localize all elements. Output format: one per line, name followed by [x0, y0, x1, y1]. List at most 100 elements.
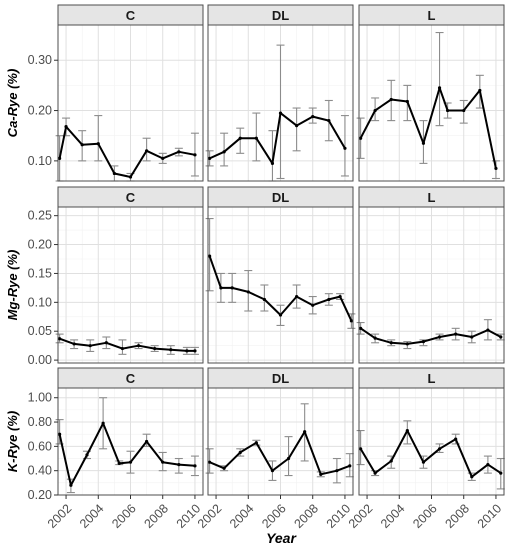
data-point [72, 342, 76, 346]
panel-border [207, 24, 354, 182]
data-point [254, 441, 258, 445]
data-point [222, 466, 226, 470]
x-tick-label: 2002 [346, 501, 376, 531]
panel-1-0: C 0.00 0.05 0.10 0.15 0.20 0.25 [28, 186, 204, 367]
panel-1-2: L [356, 186, 505, 364]
x-tick-label: 2008 [291, 501, 321, 531]
facet-strip-label: L [428, 190, 436, 205]
data-point [117, 461, 121, 465]
data-point [219, 286, 223, 290]
facet-strip-label: L [428, 371, 436, 386]
y-tick-label: 0.20 [28, 104, 52, 118]
data-point [177, 150, 181, 154]
x-tick-label: 2008 [141, 501, 171, 531]
series-line [58, 422, 195, 487]
facet-strip-label: DL [272, 190, 289, 205]
x-tick-label: 2004 [378, 501, 408, 531]
x-tick-label: 2006 [410, 501, 440, 531]
data-point [470, 335, 474, 339]
data-point [389, 459, 393, 463]
data-point [112, 171, 116, 176]
data-point [373, 336, 377, 340]
data-point [208, 254, 212, 258]
data-point [295, 294, 299, 299]
data-point [120, 346, 125, 351]
data-point [373, 471, 377, 475]
series-line [359, 86, 497, 169]
y-tick-label: 0.25 [28, 209, 52, 223]
data-point [421, 340, 426, 344]
data-point [405, 342, 409, 346]
series-line [58, 125, 196, 178]
data-point [486, 463, 490, 467]
data-point [311, 303, 315, 307]
x-tick-label: 2004 [77, 501, 107, 531]
data-point [230, 286, 234, 290]
data-point [389, 97, 393, 102]
data-point [349, 319, 353, 323]
data-point [373, 108, 377, 113]
data-point [145, 149, 149, 153]
data-point [338, 294, 342, 299]
data-point [153, 346, 157, 351]
data-point [208, 460, 212, 464]
data-point [128, 175, 133, 179]
y-tick-label: 0.20 [28, 238, 52, 252]
data-point [270, 161, 275, 165]
data-point [499, 335, 503, 339]
data-point [58, 432, 62, 436]
data-point [389, 341, 393, 345]
data-point [193, 153, 197, 157]
panel-border [57, 206, 204, 364]
panel-border [207, 206, 354, 364]
y-tick-label: 0.30 [28, 53, 52, 67]
data-point [145, 439, 149, 444]
data-point [348, 464, 352, 468]
y-tick-label: 0.10 [28, 295, 52, 309]
data-point [359, 447, 363, 451]
data-point [311, 114, 315, 119]
series-line [359, 429, 502, 478]
data-point [177, 463, 181, 467]
data-point [446, 108, 450, 113]
data-point [58, 156, 62, 160]
data-point [327, 119, 331, 123]
facet-strip-label: L [428, 8, 436, 23]
y-tick-label: 0.05 [28, 324, 52, 338]
y-tick-label: 0.60 [28, 439, 52, 453]
data-point [303, 430, 307, 434]
x-tick-label: 2006 [109, 501, 139, 531]
x-tick-label: 2006 [259, 501, 289, 531]
data-point [462, 108, 466, 113]
data-point [405, 428, 409, 433]
data-point [246, 290, 250, 294]
data-point [478, 88, 482, 93]
data-point [421, 460, 426, 464]
y-tick-label: 0.00 [28, 353, 52, 367]
x-tick-label: 2008 [442, 501, 472, 531]
data-point [499, 471, 503, 475]
panel-border [358, 24, 505, 182]
x-axis-label: Year [266, 530, 297, 546]
data-point [161, 156, 165, 160]
y-tick-label: 0.80 [28, 415, 52, 429]
data-point [327, 297, 331, 302]
x-tick-label: 2004 [227, 501, 257, 531]
data-point [359, 326, 363, 330]
data-point [136, 344, 141, 348]
data-point [405, 99, 409, 104]
data-point [104, 341, 108, 345]
x-tick-label: 2002 [195, 501, 225, 531]
data-point [238, 450, 242, 455]
data-point [486, 328, 490, 332]
y-tick-label: 0.15 [28, 266, 52, 280]
series-line [209, 430, 351, 476]
y-tick-label: 0.20 [28, 488, 52, 502]
data-point [335, 469, 339, 473]
data-point [270, 469, 275, 473]
panel-2-1: DL 2002 2004 2006 2008 2010 [195, 367, 354, 531]
data-point [437, 86, 442, 90]
data-point [359, 136, 363, 140]
